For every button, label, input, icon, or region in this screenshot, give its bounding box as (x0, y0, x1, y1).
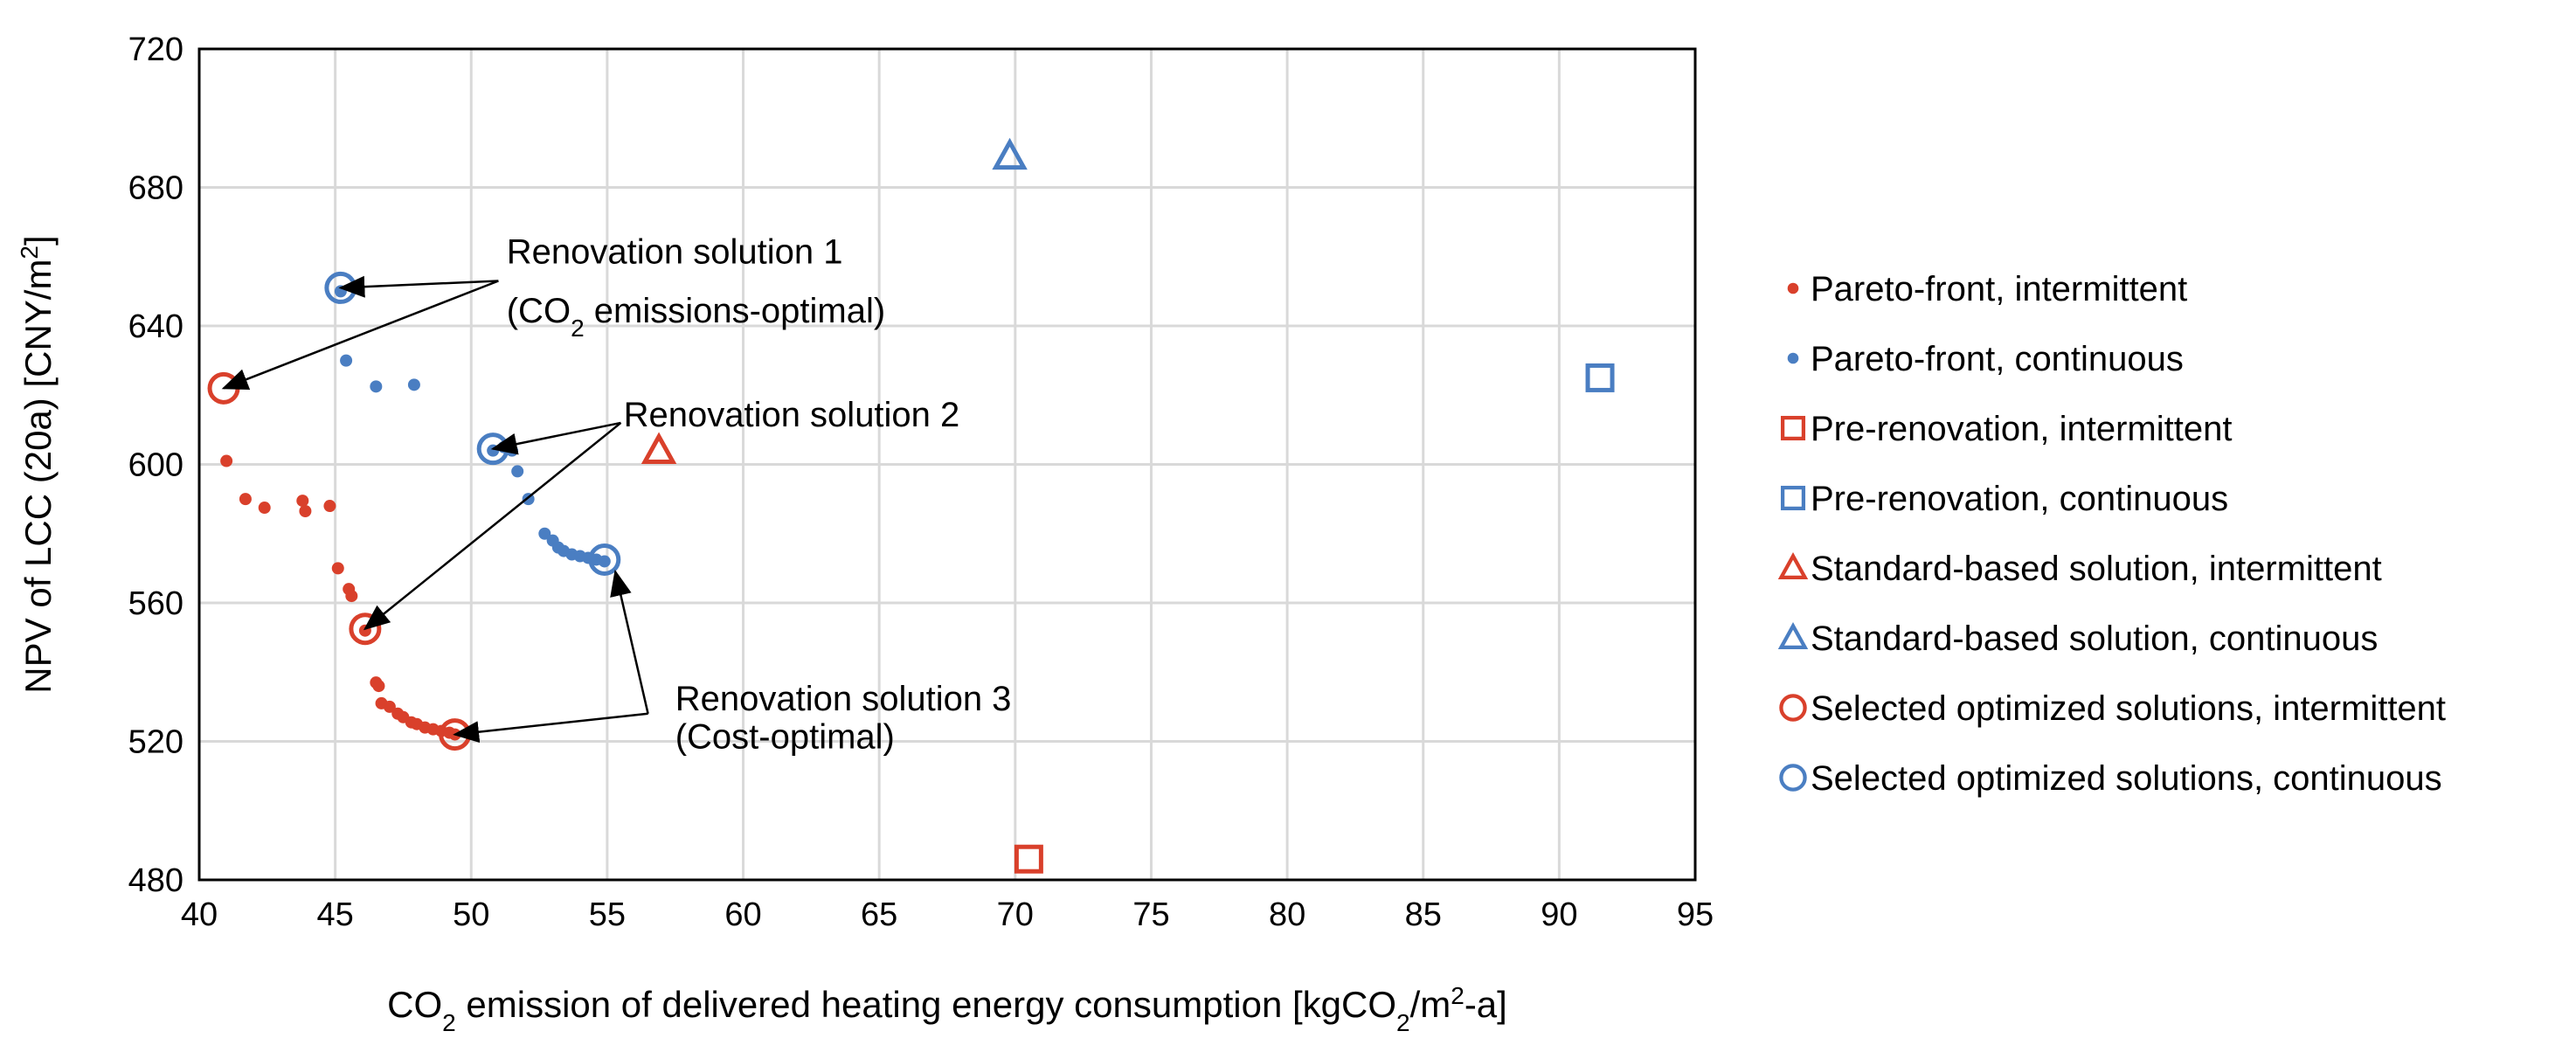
triangle-marker (1777, 622, 1809, 650)
dot-marker (296, 495, 309, 508)
x-tick-label: 80 (1269, 896, 1305, 933)
x-tick-label: 85 (1405, 896, 1442, 933)
y-tick-label: 600 (128, 447, 184, 484)
plot-area (197, 47, 1697, 882)
x-tick-label: 45 (316, 896, 353, 933)
x-tick-label: 65 (861, 896, 897, 933)
annotation-text-sol2: Renovation solution 2 (624, 396, 960, 434)
legend-item: Pre-renovation, intermittent (1780, 410, 2232, 448)
legend-label: Selected optimized solutions, continuous (1811, 759, 2442, 798)
dot-marker (340, 354, 353, 367)
dot-marker (258, 502, 271, 515)
x-tick-label: 40 (181, 896, 218, 933)
legend-label: Standard-based solution, continuous (1811, 619, 2378, 658)
y-tick-labels: 480 520 560 600 640 680 720 (128, 31, 184, 899)
annotations: Renovation solution 1 (CO2 emissions-opti… (221, 233, 1012, 756)
x-tick-label: 55 (589, 896, 626, 933)
dot-marker (345, 590, 358, 603)
legend: Pareto-front, intermittent Pareto-front, … (1777, 270, 2446, 798)
dot-marker (239, 493, 252, 506)
annotation-text-sol3-line1: Renovation solution 3 (675, 680, 1012, 718)
annotation-arrow (610, 569, 649, 715)
annotation-arrow (453, 712, 648, 744)
legend-label: Pareto-front, intermittent (1811, 270, 2187, 308)
dot-marker (538, 527, 551, 540)
annotation-arrow (490, 421, 621, 455)
triangle-marker (1777, 552, 1809, 580)
annotation-text-sol1-line1: Renovation solution 1 (507, 233, 843, 272)
square-marker (1014, 844, 1043, 874)
legend-item: Standard-based solution, intermittent (1777, 550, 2382, 588)
x-tick-label: 60 (724, 896, 761, 933)
legend-item: Pre-renovation, continuous (1780, 480, 2228, 518)
y-tick-label: 680 (128, 170, 184, 207)
dot-marker (511, 465, 524, 478)
x-tick-label: 95 (1677, 896, 1714, 933)
circle-marker (588, 543, 621, 576)
dot-marker (370, 380, 383, 393)
dot-marker (1787, 282, 1799, 294)
y-tick-label: 720 (128, 31, 184, 68)
x-axis-title: CO2 emission of delivered heating energy… (387, 982, 1507, 1036)
x-tick-label: 90 (1541, 896, 1577, 933)
dot-marker (383, 700, 396, 713)
series-standard-based-solution-intermittent (641, 432, 677, 464)
y-tick-label: 560 (128, 585, 184, 622)
series-standard-based-solution-continuous (992, 137, 1028, 170)
y-tick-label: 520 (128, 724, 184, 761)
annotation-text-sol3-line2: (Cost-optimal) (675, 717, 895, 756)
legend-label: Pre-renovation, continuous (1811, 480, 2228, 518)
legend-label: Pre-renovation, intermittent (1811, 410, 2232, 448)
series-pre-renovation-intermittent (1014, 844, 1043, 874)
square-marker (1585, 363, 1615, 392)
legend-item: Selected optimized solutions, intermitte… (1779, 689, 2446, 728)
circle-marker (1779, 694, 1807, 722)
dot-marker (299, 504, 312, 517)
legend-label: Standard-based solution, intermittent (1811, 550, 2382, 588)
dot-marker (323, 500, 336, 513)
x-tick-label: 50 (453, 896, 489, 933)
y-tick-label: 640 (128, 308, 184, 345)
dot-marker (220, 454, 233, 467)
y-axis-title: NPV of LCC (20a) [CNY/m2] (16, 235, 59, 693)
annotation-arrow (221, 280, 499, 390)
y-tick-label: 480 (128, 862, 184, 899)
annotation-text-sol1-line2: (CO2 emissions-optimal) (507, 292, 885, 342)
data-marks (207, 137, 1615, 874)
legend-label: Pareto-front, continuous (1811, 340, 2184, 378)
annotation-arrow (338, 275, 499, 298)
x-tick-label: 70 (997, 896, 1034, 933)
legend-item: Pareto-front, intermittent (1787, 270, 2187, 308)
legend-item: Selected optimized solutions, continuous (1779, 759, 2442, 798)
legend-label: Selected optimized solutions, intermitte… (1811, 689, 2446, 728)
series-pre-renovation-continuous (1585, 363, 1615, 392)
square-marker (1780, 485, 1806, 511)
dot-marker (372, 680, 385, 693)
dot-marker (598, 555, 611, 568)
dot-marker (331, 562, 344, 575)
series-selected-optimized-solutions-intermittent (207, 371, 472, 751)
dot-marker (1787, 352, 1799, 364)
annotation-arrow (363, 421, 622, 631)
triangle-marker (641, 432, 677, 464)
annotation-sol2 (363, 421, 622, 631)
legend-item: Standard-based solution, continuous (1777, 619, 2378, 658)
dot-marker (487, 444, 500, 457)
dot-marker (407, 378, 420, 391)
annotation-sol3 (453, 569, 649, 744)
square-marker (1780, 415, 1806, 441)
series-pareto-front-intermittent (220, 454, 461, 741)
triangle-marker (992, 137, 1028, 170)
x-tick-label: 75 (1132, 896, 1169, 933)
circle-marker (1779, 764, 1807, 792)
x-tick-labels: 40 45 50 55 60 65 70 75 80 85 90 95 (181, 896, 1714, 933)
annotation-sol1 (221, 275, 499, 390)
grid (197, 47, 1697, 882)
legend-item: Pareto-front, continuous (1787, 340, 2184, 378)
